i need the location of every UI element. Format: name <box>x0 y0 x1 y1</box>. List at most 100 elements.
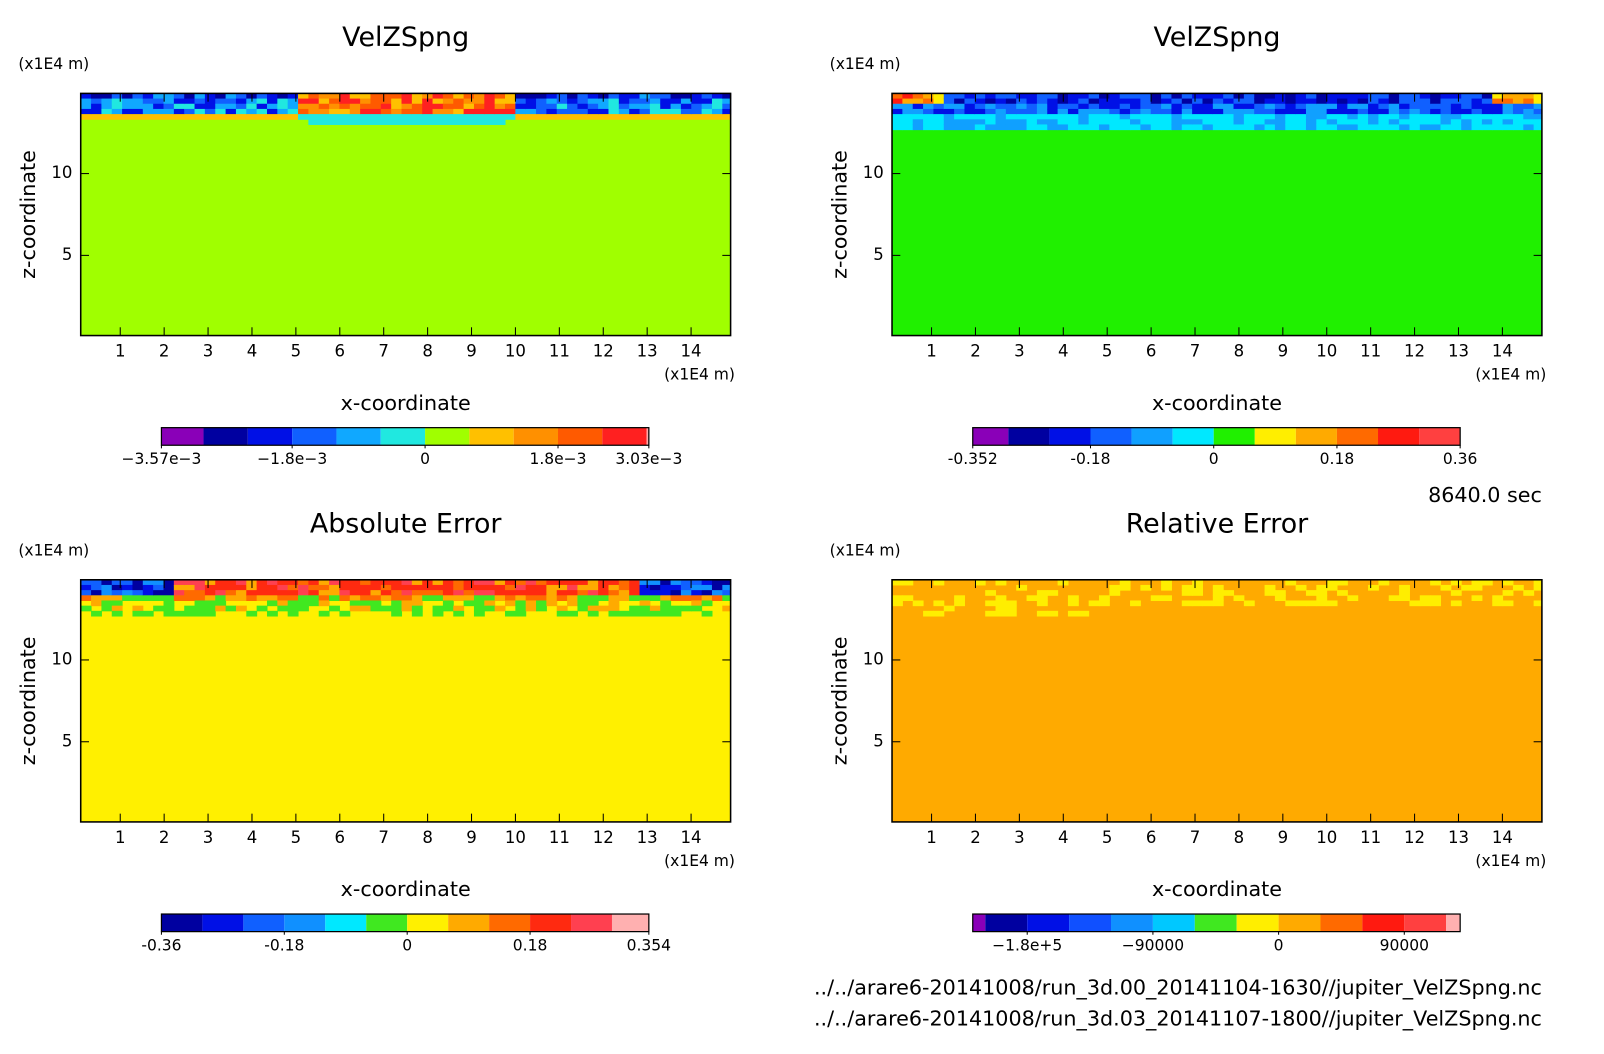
contour-patch <box>1316 114 1328 120</box>
contour-patch <box>1368 124 1379 131</box>
contour-patch <box>711 595 723 601</box>
contour-patch <box>964 114 976 120</box>
contour-patch <box>515 579 527 586</box>
contour-patch <box>432 590 444 596</box>
contour-patch <box>1512 124 1524 131</box>
contour-patch <box>649 103 661 110</box>
contour-patch <box>974 98 986 105</box>
contour-patch <box>1305 103 1317 110</box>
contour-patch <box>577 584 589 591</box>
contour-patch <box>1430 108 1442 115</box>
contour-patch <box>1192 119 1203 125</box>
contour-patch <box>1243 600 1255 607</box>
contour-patch <box>1202 114 1214 120</box>
colorbar-tick-label: 0 <box>1274 937 1284 955</box>
contour-patch <box>1026 114 1038 120</box>
contour-patch <box>432 98 444 105</box>
contour-patch <box>1223 124 1235 131</box>
contour-patch <box>618 590 630 596</box>
contour-patch <box>1161 124 1172 131</box>
contour-patch <box>1181 103 1193 110</box>
contour-patch <box>473 579 485 586</box>
contour-patch <box>1533 600 1543 607</box>
contour-patch <box>318 103 330 110</box>
contour-patch <box>1450 590 1462 596</box>
contour-patch <box>649 98 661 105</box>
contour-patch <box>546 584 558 591</box>
contour-patch <box>318 98 330 105</box>
contour-patch <box>360 595 371 601</box>
contour-patch <box>380 590 392 596</box>
colorbar-tick-label: 0.18 <box>1320 450 1355 468</box>
contour-patch <box>1305 98 1317 105</box>
contour-patch <box>184 595 196 601</box>
contour-patch <box>318 579 330 586</box>
contour-patch <box>1223 119 1235 125</box>
contour-patch <box>339 610 351 617</box>
contour-patch <box>204 108 216 115</box>
contour-patch <box>1502 119 1514 125</box>
contour-patch <box>1202 93 1214 100</box>
contour-patch <box>1285 579 1297 586</box>
colorbar-segment <box>1362 914 1405 932</box>
contour-patch <box>1192 108 1203 115</box>
contour-patch <box>933 119 945 125</box>
contour-patch <box>1047 98 1059 105</box>
contour-patch <box>277 103 289 110</box>
x-tick-label: 12 <box>1404 828 1425 847</box>
contour-patch <box>1316 590 1328 596</box>
contour-patch <box>954 103 965 110</box>
contour-patch <box>215 98 227 105</box>
contour-patch <box>1098 108 1110 115</box>
colorbar-segment <box>1049 427 1091 446</box>
x-tick-label: 7 <box>1190 828 1201 847</box>
contour-patch <box>902 124 914 131</box>
y-axis-label: z-coordinate <box>16 637 40 766</box>
contour-patch <box>391 98 403 105</box>
contour-patch <box>184 590 196 596</box>
x-tick-label: 12 <box>593 342 614 361</box>
contour-patch <box>556 584 568 591</box>
x-tick-label: 8 <box>1234 342 1245 361</box>
contour-patch <box>91 600 102 607</box>
contour-patch <box>1192 93 1203 100</box>
contour-patch <box>1264 114 1276 120</box>
contour-patch <box>1316 103 1328 110</box>
contour-patch <box>515 595 527 601</box>
contour-patch <box>132 103 144 110</box>
contour-patch <box>1316 595 1328 601</box>
contour-patch <box>701 103 713 110</box>
contour-patch <box>298 93 309 100</box>
contour-patch <box>1243 108 1255 115</box>
x-tick-label: 14 <box>1492 342 1513 361</box>
contour-patch <box>235 114 247 120</box>
contour-patch <box>277 579 289 586</box>
contour-patch <box>360 98 371 105</box>
contour-patch <box>277 584 289 591</box>
contour-patch <box>401 579 413 586</box>
contour-patch <box>1098 124 1110 131</box>
contour-patch <box>111 590 123 596</box>
x-tick-label: 10 <box>1316 342 1337 361</box>
contour-patch <box>1192 124 1203 131</box>
contour-patch <box>194 108 206 115</box>
contour-patch <box>1388 124 1400 131</box>
contour-patch <box>349 590 361 596</box>
colorbar-segment <box>985 914 1028 932</box>
panel: Relative Error (x1E4 m) (x1E4 m) x-coordina… <box>827 508 1546 954</box>
contour-patch <box>422 108 434 115</box>
contour-patch <box>567 579 578 586</box>
contour-patch <box>1285 114 1297 120</box>
contour-patch <box>1161 119 1172 125</box>
contour-patch <box>339 590 351 596</box>
contour-patch <box>943 114 955 120</box>
contour-patch <box>598 590 610 596</box>
contour-patch <box>1119 124 1131 131</box>
contour-patch <box>225 108 237 115</box>
contour-patch <box>370 584 382 591</box>
contour-patch <box>1005 98 1017 105</box>
contour-patch <box>1337 124 1348 131</box>
contour-patch <box>1378 98 1390 105</box>
contour-patch <box>194 93 206 100</box>
